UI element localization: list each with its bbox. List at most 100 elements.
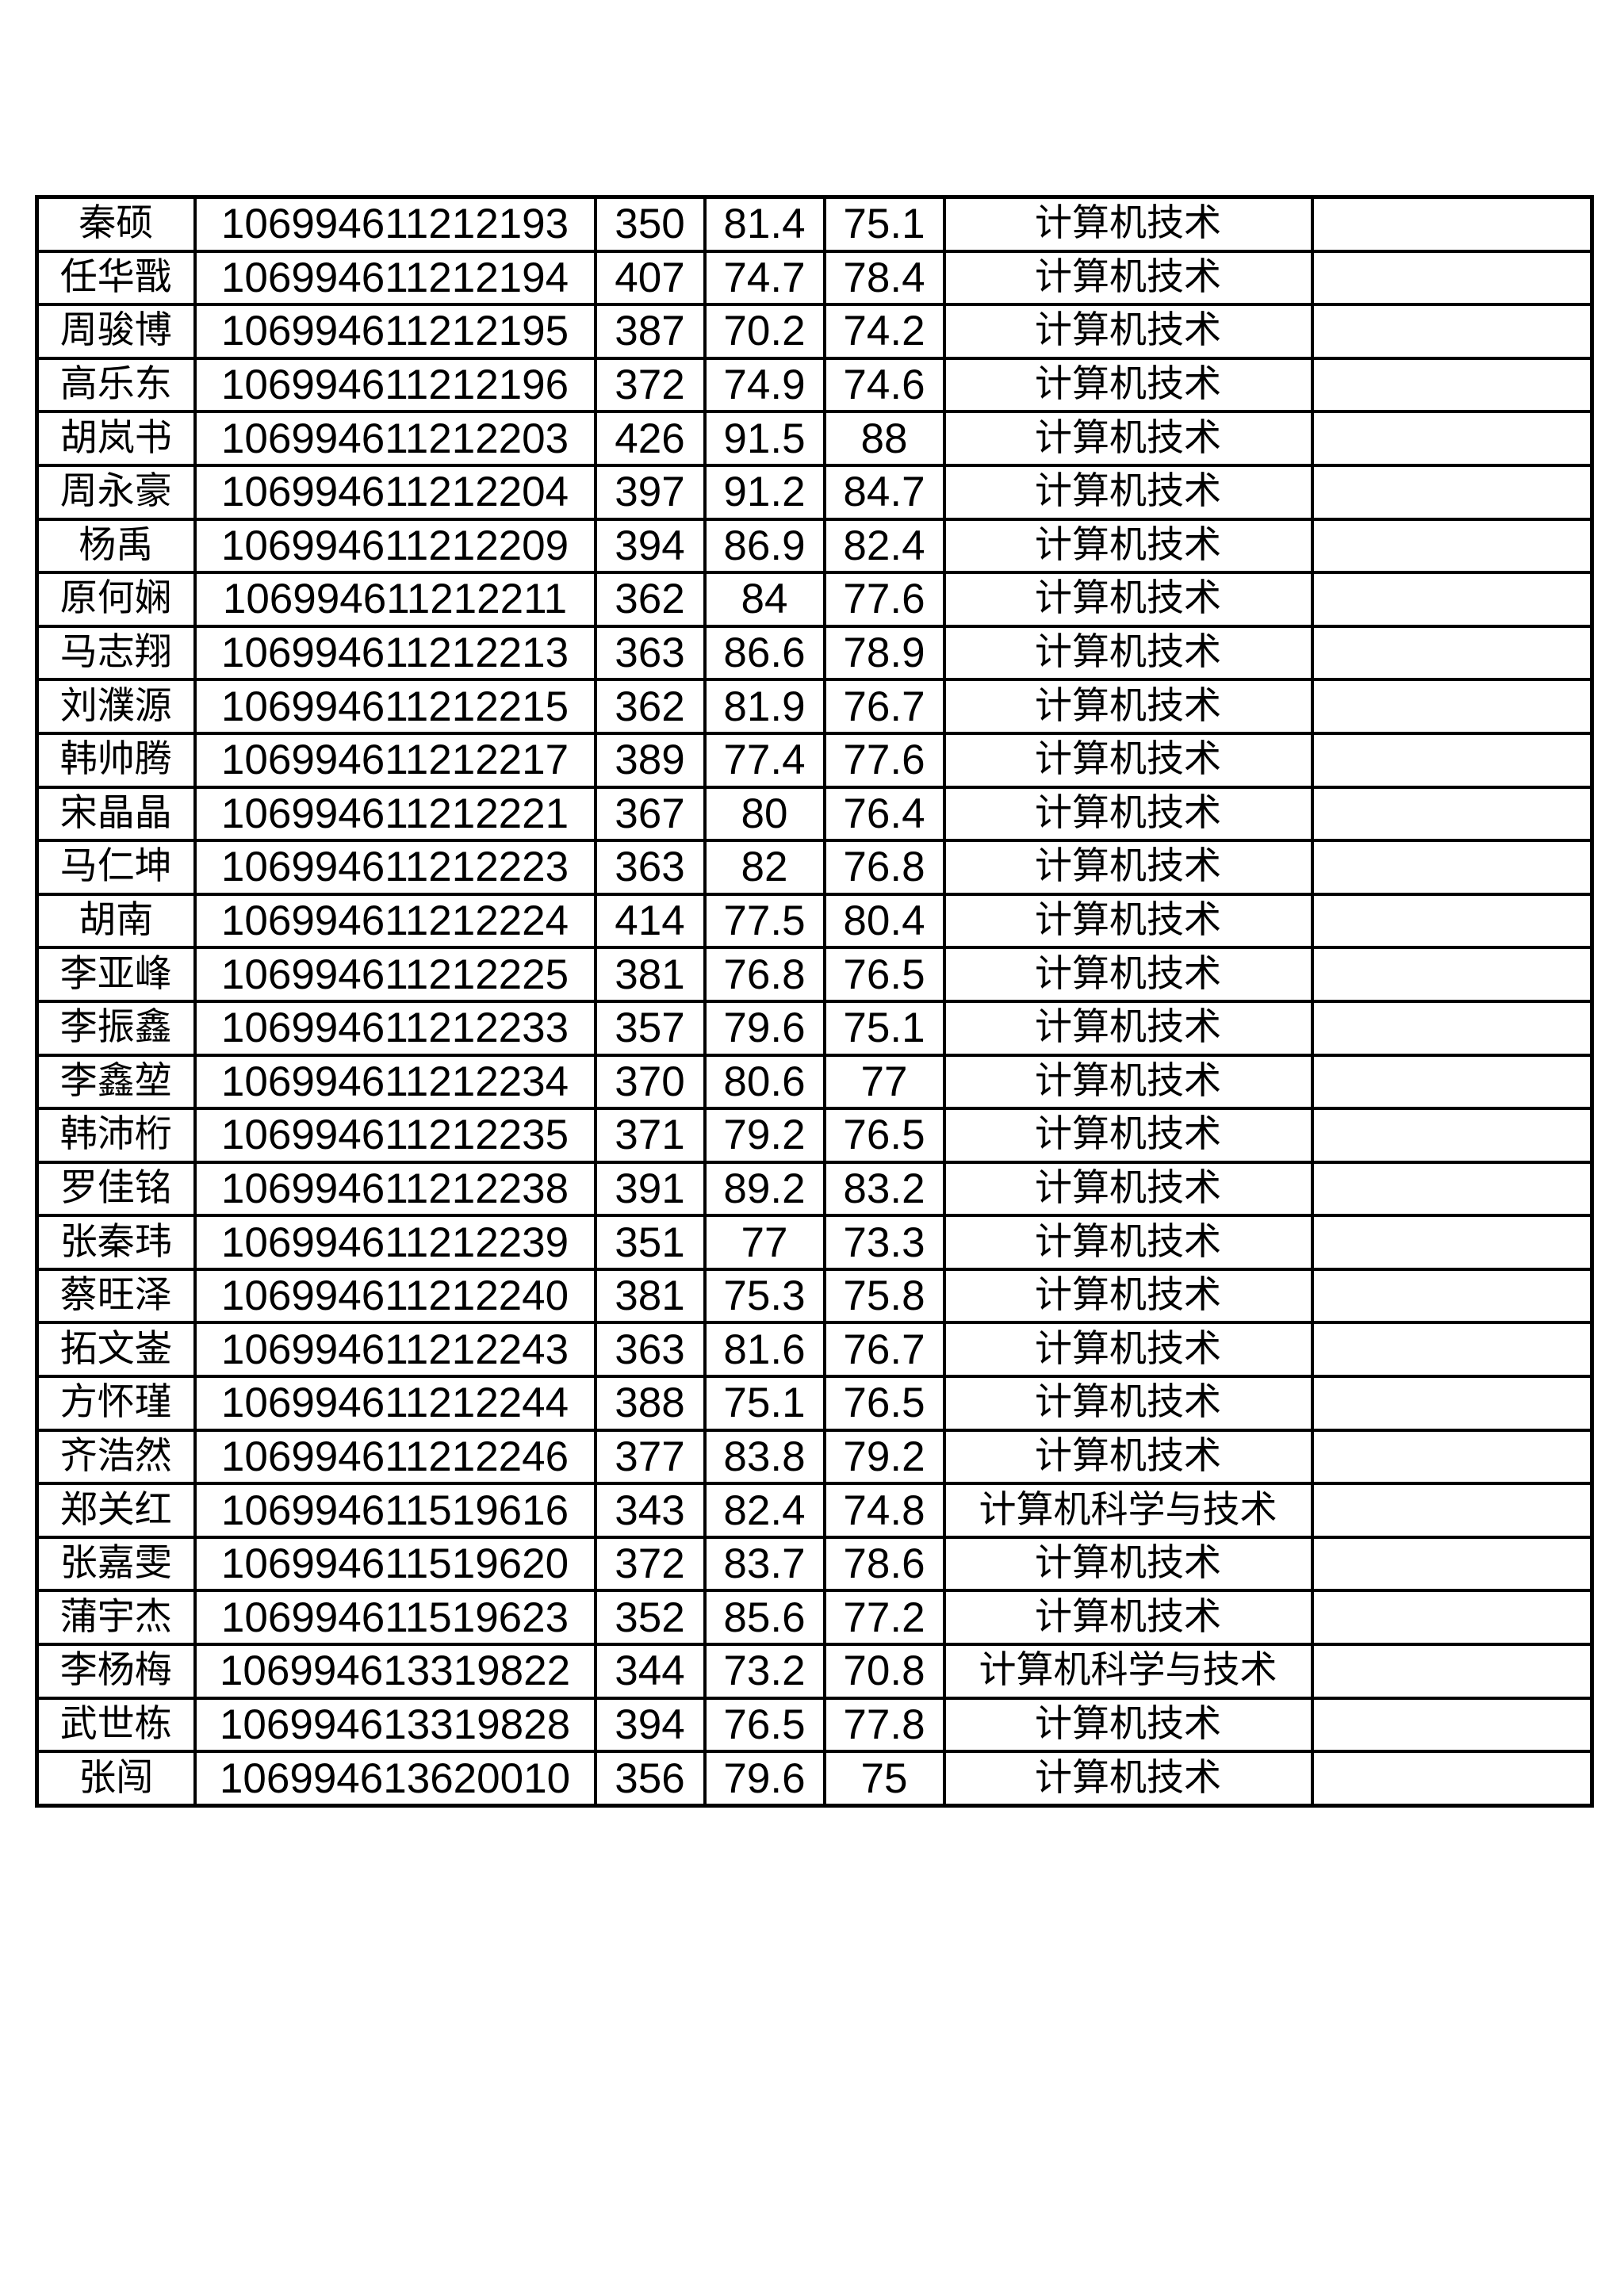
- cell-major: 计算机技术: [942, 571, 1314, 628]
- cell-score_1: 82: [703, 839, 826, 896]
- cell-total_score: 356: [593, 1750, 707, 1808]
- cell-score_2: 76.7: [822, 678, 946, 735]
- cell-score_2: 78.6: [822, 1535, 946, 1593]
- cell-score_1: 81.4: [703, 195, 826, 253]
- cell-candidate_no: 106994611212193: [193, 195, 597, 253]
- cell-remark: [1310, 1750, 1594, 1808]
- table-row: 周骏博 106994611212195 387 70.2 74.2 计算机技术: [35, 303, 1594, 360]
- cell-score_2: 84.7: [822, 463, 946, 521]
- cell-remark: [1310, 356, 1594, 414]
- table-row: 秦硕 106994611212193 350 81.4 75.1 计算机技术: [35, 195, 1594, 253]
- table-row: 李鑫堃 106994611212234 370 80.6 77 计算机技术: [35, 1053, 1594, 1111]
- cell-score_1: 91.5: [703, 410, 826, 467]
- cell-score_2: 77.8: [822, 1696, 946, 1754]
- cell-total_score: 371: [593, 1107, 707, 1164]
- cell-candidate_no: 106994613319828: [193, 1696, 597, 1754]
- cell-score_2: 75.1: [822, 195, 946, 253]
- table-row: 周永豪 106994611212204 397 91.2 84.7 计算机技术: [35, 463, 1594, 521]
- cell-name: 李杨梅: [35, 1643, 197, 1700]
- cell-candidate_no: 106994611212196: [193, 356, 597, 414]
- cell-score_2: 80.4: [822, 892, 946, 950]
- cell-name: 武世栋: [35, 1696, 197, 1754]
- cell-total_score: 391: [593, 1160, 707, 1218]
- cell-major: 计算机技术: [942, 1160, 1314, 1218]
- cell-score_1: 91.2: [703, 463, 826, 521]
- table-row: 韩帅腾 106994611212217 389 77.4 77.6 计算机技术: [35, 731, 1594, 789]
- cell-major: 计算机技术: [942, 1696, 1314, 1754]
- cell-candidate_no: 106994611212223: [193, 839, 597, 896]
- cell-score_1: 77.4: [703, 731, 826, 789]
- cell-candidate_no: 106994611212246: [193, 1428, 597, 1486]
- cell-candidate_no: 106994611212209: [193, 517, 597, 575]
- table-row: 张秦玮 106994611212239 351 77 73.3 计算机技术: [35, 1214, 1594, 1271]
- cell-major: 计算机科学与技术: [942, 1643, 1314, 1700]
- cell-total_score: 414: [593, 892, 707, 950]
- cell-score_1: 83.7: [703, 1535, 826, 1593]
- cell-major: 计算机技术: [942, 303, 1314, 360]
- cell-score_2: 83.2: [822, 1160, 946, 1218]
- cell-candidate_no: 106994611519620: [193, 1535, 597, 1593]
- cell-name: 齐浩然: [35, 1428, 197, 1486]
- cell-score_2: 78.4: [822, 249, 946, 307]
- cell-total_score: 407: [593, 249, 707, 307]
- cell-score_1: 86.9: [703, 517, 826, 575]
- cell-name: 韩帅腾: [35, 731, 197, 789]
- cell-remark: [1310, 785, 1594, 843]
- cell-name: 方怀瑾: [35, 1375, 197, 1432]
- cell-candidate_no: 106994611212215: [193, 678, 597, 735]
- cell-score_2: 77.6: [822, 731, 946, 789]
- table-row: 罗佳铭 106994611212238 391 89.2 83.2 计算机技术: [35, 1160, 1594, 1218]
- cell-major: 计算机技术: [942, 731, 1314, 789]
- cell-candidate_no: 106994611212239: [193, 1214, 597, 1271]
- table-row: 任华戬 106994611212194 407 74.7 78.4 计算机技术: [35, 249, 1594, 307]
- cell-name: 罗佳铭: [35, 1160, 197, 1218]
- table-row: 方怀瑾 106994611212244 388 75.1 76.5 计算机技术: [35, 1375, 1594, 1432]
- cell-score_2: 76.8: [822, 839, 946, 896]
- cell-candidate_no: 106994611519623: [193, 1589, 597, 1647]
- cell-score_1: 74.7: [703, 249, 826, 307]
- cell-major: 计算机技术: [942, 1750, 1314, 1808]
- table-row: 武世栋 106994613319828 394 76.5 77.8 计算机技术: [35, 1696, 1594, 1754]
- cell-score_2: 79.2: [822, 1428, 946, 1486]
- cell-total_score: 397: [593, 463, 707, 521]
- table-row: 马仁坤 106994611212223 363 82 76.8 计算机技术: [35, 839, 1594, 896]
- table-row: 郑关红 106994611519616 343 82.4 74.8 计算机科学与技术: [35, 1482, 1594, 1539]
- table-row: 李杨梅 106994613319822 344 73.2 70.8 计算机科学与技术: [35, 1643, 1594, 1700]
- cell-remark: [1310, 946, 1594, 1003]
- cell-major: 计算机技术: [942, 1375, 1314, 1432]
- cell-candidate_no: 106994611212221: [193, 785, 597, 843]
- cell-remark: [1310, 463, 1594, 521]
- cell-total_score: 363: [593, 839, 707, 896]
- cell-remark: [1310, 571, 1594, 628]
- cell-score_2: 74.2: [822, 303, 946, 360]
- cell-remark: [1310, 624, 1594, 682]
- cell-score_2: 70.8: [822, 1643, 946, 1700]
- cell-candidate_no: 106994611212217: [193, 731, 597, 789]
- cell-name: 任华戬: [35, 249, 197, 307]
- cell-score_1: 89.2: [703, 1160, 826, 1218]
- cell-score_2: 77: [822, 1053, 946, 1111]
- table-row: 张闯 106994613620010 356 79.6 75 计算机技术: [35, 1750, 1594, 1808]
- cell-name: 宋晶晶: [35, 785, 197, 843]
- cell-major: 计算机技术: [942, 356, 1314, 414]
- cell-total_score: 362: [593, 571, 707, 628]
- cell-remark: [1310, 1643, 1594, 1700]
- cell-name: 张秦玮: [35, 1214, 197, 1271]
- cell-name: 刘濮源: [35, 678, 197, 735]
- cell-score_2: 74.8: [822, 1482, 946, 1539]
- cell-score_2: 82.4: [822, 517, 946, 575]
- cell-name: 原何娴: [35, 571, 197, 628]
- cell-name: 张闯: [35, 1750, 197, 1808]
- cell-name: 李鑫堃: [35, 1053, 197, 1111]
- cell-major: 计算机技术: [942, 946, 1314, 1003]
- table-row: 李亚峰 106994611212225 381 76.8 76.5 计算机技术: [35, 946, 1594, 1003]
- cell-remark: [1310, 1053, 1594, 1111]
- table-row: 宋晶晶 106994611212221 367 80 76.4 计算机技术: [35, 785, 1594, 843]
- cell-name: 郑关红: [35, 1482, 197, 1539]
- cell-remark: [1310, 1696, 1594, 1754]
- cell-score_2: 76.5: [822, 1375, 946, 1432]
- cell-remark: [1310, 410, 1594, 467]
- cell-score_1: 85.6: [703, 1589, 826, 1647]
- cell-name: 马志翔: [35, 624, 197, 682]
